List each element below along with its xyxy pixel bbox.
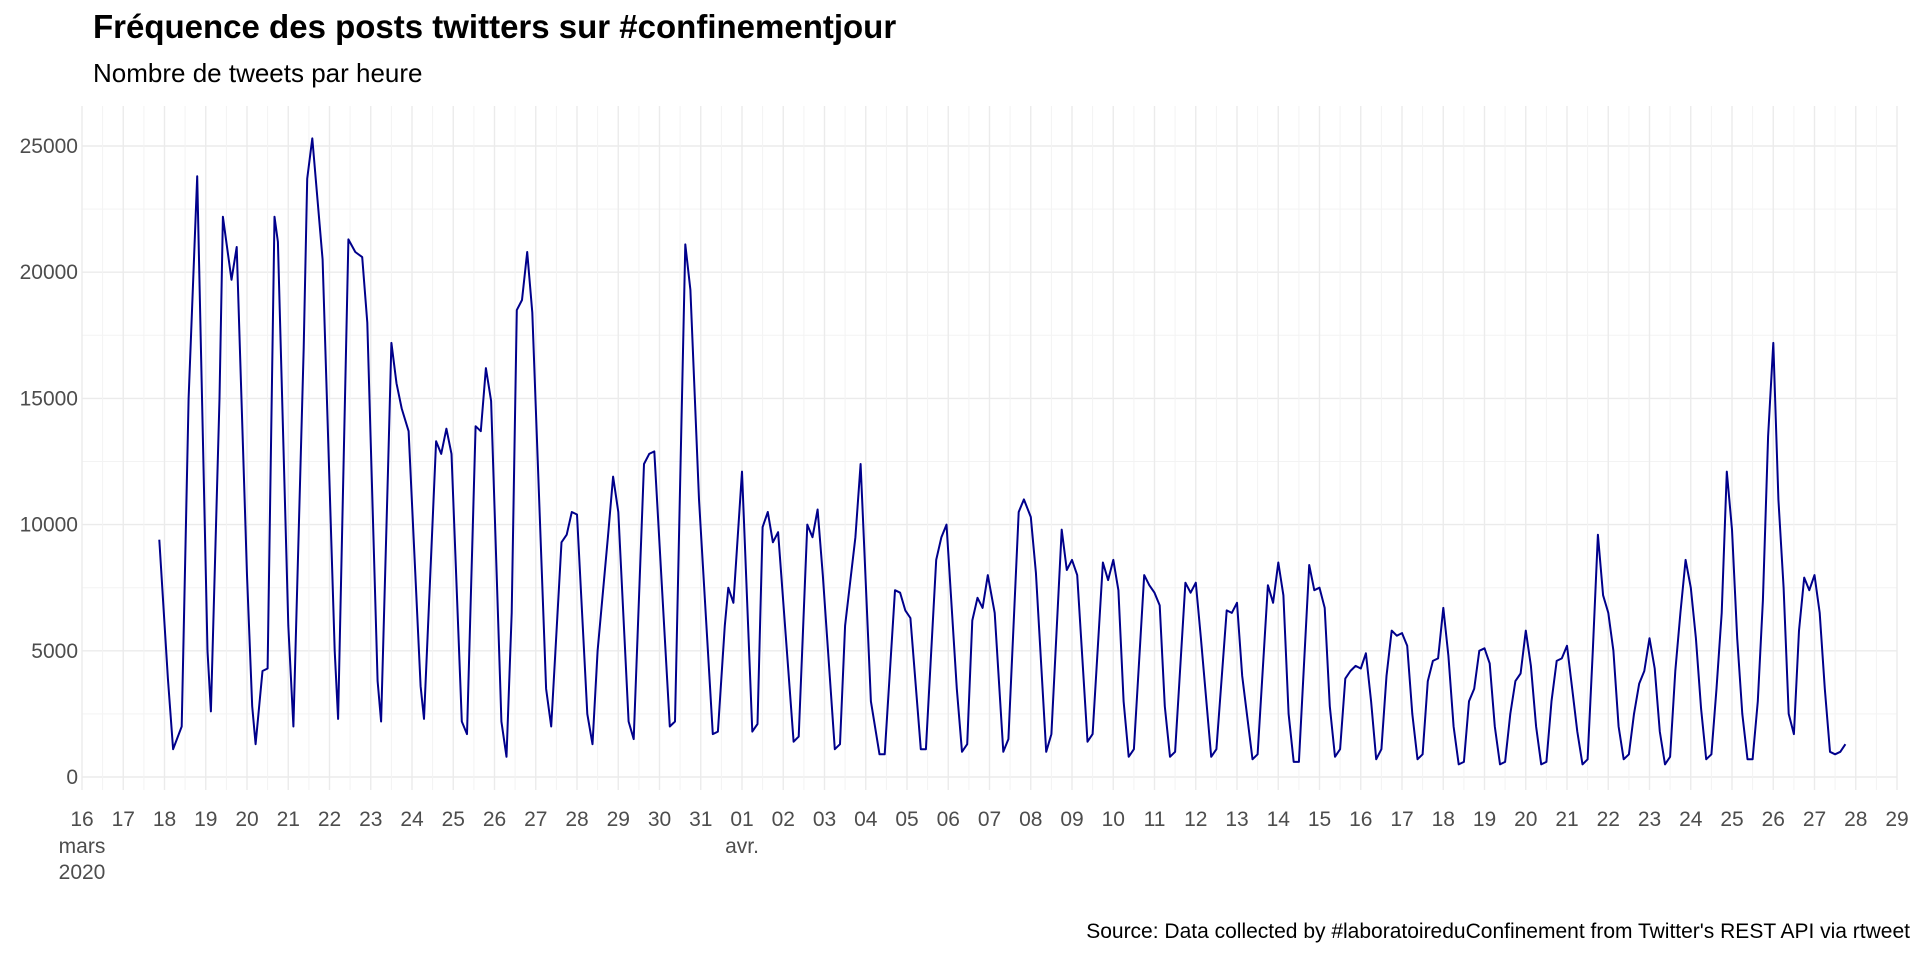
x-tick-label: 26 (483, 808, 506, 831)
x-tick-label: 25 (1720, 808, 1743, 831)
x-tick-label: 24 (1679, 808, 1703, 831)
x-tick-label: 10 (1102, 808, 1125, 831)
series-layer (158, 137, 1847, 766)
x-tick-label: 28 (1844, 808, 1867, 831)
x-tick-label: 19 (1473, 808, 1496, 831)
x-tick-label: 19 (194, 808, 217, 831)
x-tick-label: 11 (1144, 808, 1166, 831)
x-tick-label: 29 (607, 808, 630, 831)
x-tick-label: 06 (937, 808, 960, 831)
x-tick-label: 01 (730, 808, 753, 831)
x-tick-sublabel: avr. (725, 835, 759, 858)
x-tick-label: 28 (565, 808, 588, 831)
series-line (158, 137, 1847, 766)
x-tick-label: 22 (318, 808, 341, 831)
x-tick-label: 18 (153, 808, 176, 831)
x-tick-label: 27 (1803, 808, 1826, 831)
x-tick-sublabel: 2020 (59, 861, 106, 884)
chart-caption: Source: Data collected by #laboratoiredu… (1086, 920, 1910, 943)
x-tick-label: 20 (1514, 808, 1537, 831)
x-tick-label: 25 (442, 808, 465, 831)
x-tick-label: 07 (978, 808, 1001, 831)
chart-title: Fréquence des posts twitters sur #confin… (93, 8, 897, 45)
x-tick-label: 13 (1225, 808, 1248, 831)
x-tick-label: 17 (112, 808, 135, 831)
x-tick-label: 05 (895, 808, 918, 831)
x-tick-label: 09 (1060, 808, 1083, 831)
x-axis-tick-labels: 16 mars 2020 17 18 19 20 21 22 23 24 25 26 27 28 29 30 31… (59, 808, 1909, 884)
x-tick-label: 29 (1885, 808, 1908, 831)
x-tick-label: 16 (1349, 808, 1372, 831)
x-tick-label: 08 (1019, 808, 1042, 831)
x-tick-label: 02 (772, 808, 795, 831)
x-tick-label: 17 (1390, 808, 1413, 831)
x-tick-label: 04 (854, 808, 878, 831)
y-tick-label: 20000 (20, 261, 78, 284)
x-tick-label: 24 (400, 808, 424, 831)
x-tick-label: 26 (1762, 808, 1785, 831)
x-tick-label: 22 (1597, 808, 1620, 831)
x-tick-label: 16 (70, 808, 93, 831)
x-tick-label: 20 (235, 808, 258, 831)
x-tick-label: 30 (648, 808, 671, 831)
y-tick-label: 15000 (20, 387, 78, 410)
x-tick-label: 18 (1432, 808, 1455, 831)
x-tick-label: 03 (813, 808, 836, 831)
y-tick-label: 25000 (20, 135, 78, 158)
x-tick-label: 21 (1555, 808, 1578, 831)
x-tick-label: 31 (689, 808, 712, 831)
x-tick-sublabel: mars (59, 835, 106, 858)
x-tick-label: 12 (1184, 808, 1207, 831)
x-tick-label: 15 (1308, 808, 1331, 831)
x-tick-label: 23 (359, 808, 382, 831)
y-tick-label: 10000 (20, 514, 78, 537)
x-tick-label: 21 (277, 808, 300, 831)
y-tick-label: 5000 (31, 640, 78, 663)
x-tick-label: 14 (1267, 808, 1291, 831)
y-tick-label: 0 (66, 766, 78, 789)
x-tick-label: 23 (1638, 808, 1661, 831)
y-axis-tick-labels: 0 5000 10000 15000 20000 25000 (20, 135, 78, 789)
grid-lines (81, 106, 1898, 790)
x-tick-label: 27 (524, 808, 547, 831)
chart-subtitle: Nombre de tweets par heure (93, 58, 423, 88)
